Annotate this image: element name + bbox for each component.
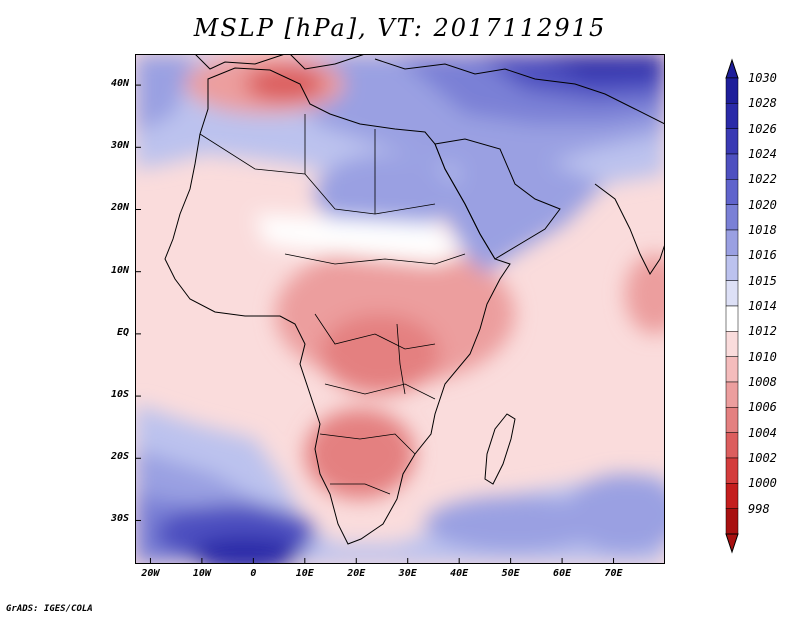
colorbar-level-label: 998 xyxy=(748,501,770,516)
colorbar-swatch xyxy=(725,128,739,155)
colorbar-level-label: 1018 xyxy=(748,223,777,237)
lon-tick-label: 50E xyxy=(501,568,520,579)
colorbar-level-label: 1030 xyxy=(748,71,777,85)
colorbar-level-label: 1026 xyxy=(748,121,777,136)
lat-tick-label: EQ xyxy=(116,326,129,338)
colorbar-level-label: 1000 xyxy=(748,476,777,491)
colorbar-swatch xyxy=(725,204,739,231)
colorbar-swatch xyxy=(725,356,739,383)
colorbar-swatch xyxy=(725,483,739,509)
lon-tick-label: 60E xyxy=(553,568,572,579)
lon-tick-label: 20E xyxy=(347,568,366,579)
lon-tick-label: 40E xyxy=(450,568,469,579)
colorbar-level-label: 1004 xyxy=(748,425,777,440)
colorbar xyxy=(725,58,739,554)
lat-tick-label: 20S xyxy=(110,451,129,463)
colorbar-swatch xyxy=(725,457,739,484)
colorbar-swatch xyxy=(725,407,739,433)
coastlines xyxy=(164,54,665,545)
lat-tick-label: 40N xyxy=(110,78,129,90)
colorbar-swatch xyxy=(725,103,739,129)
lon-tick-label: 10E xyxy=(295,568,314,579)
colorbar-swatch xyxy=(725,280,739,307)
colorbar-top-arrow xyxy=(725,58,739,79)
colorbar-swatch xyxy=(725,381,739,408)
colorbar-swatch xyxy=(725,331,739,357)
colorbar-level-label: 1015 xyxy=(748,273,777,288)
colorbar-level-label: 1006 xyxy=(748,400,777,415)
lon-tick-label: 10W xyxy=(192,568,211,579)
colorbar-level-label: 1024 xyxy=(748,147,777,161)
map-title: MSLP [hPa], VT: 2017112915 xyxy=(193,14,607,42)
pressure-field xyxy=(135,54,665,564)
lat-tick-label: 10N xyxy=(110,264,129,276)
lat-tick-label: 30N xyxy=(110,140,129,152)
colorbar-level-label: 1020 xyxy=(748,197,777,212)
lat-tick-label: 20N xyxy=(110,202,129,214)
colorbar-swatch xyxy=(725,179,739,205)
map-frame xyxy=(135,54,665,564)
colorbar-level-label: 1008 xyxy=(748,375,777,389)
colorbar-swatch xyxy=(725,432,739,459)
colorbar-swatch xyxy=(725,255,739,281)
colorbar-bottom-arrow xyxy=(725,533,739,554)
colorbar-swatch xyxy=(725,305,739,332)
colorbar-level-label: 1016 xyxy=(748,248,777,263)
colorbar-level-label: 1022 xyxy=(748,172,777,187)
colorbar-swatch xyxy=(725,508,739,535)
lon-tick-label: 30E xyxy=(398,568,417,579)
colorbar-swatch xyxy=(725,77,739,104)
lon-tick-label: 70E xyxy=(604,568,623,579)
lon-tick-label: 0 xyxy=(250,568,257,579)
colorbar-level-label: 1002 xyxy=(748,451,777,465)
lat-tick-label: 10S xyxy=(110,389,129,401)
colorbar-level-label: 1014 xyxy=(748,299,777,313)
lon-tick-label: 20W xyxy=(141,568,160,579)
lat-tick-label: 30S xyxy=(110,513,129,525)
map-panel xyxy=(135,54,665,564)
colorbar-level-label: 1012 xyxy=(748,324,777,339)
colorbar-level-label: 1028 xyxy=(748,96,777,111)
axis-ticks xyxy=(135,84,615,564)
pressure-map xyxy=(135,54,665,564)
credit-text: GrADS: IGES/COLA xyxy=(6,604,93,614)
colorbar-level-label: 1010 xyxy=(748,349,777,364)
colorbar-swatch xyxy=(725,153,739,180)
colorbar-swatch xyxy=(725,229,739,256)
